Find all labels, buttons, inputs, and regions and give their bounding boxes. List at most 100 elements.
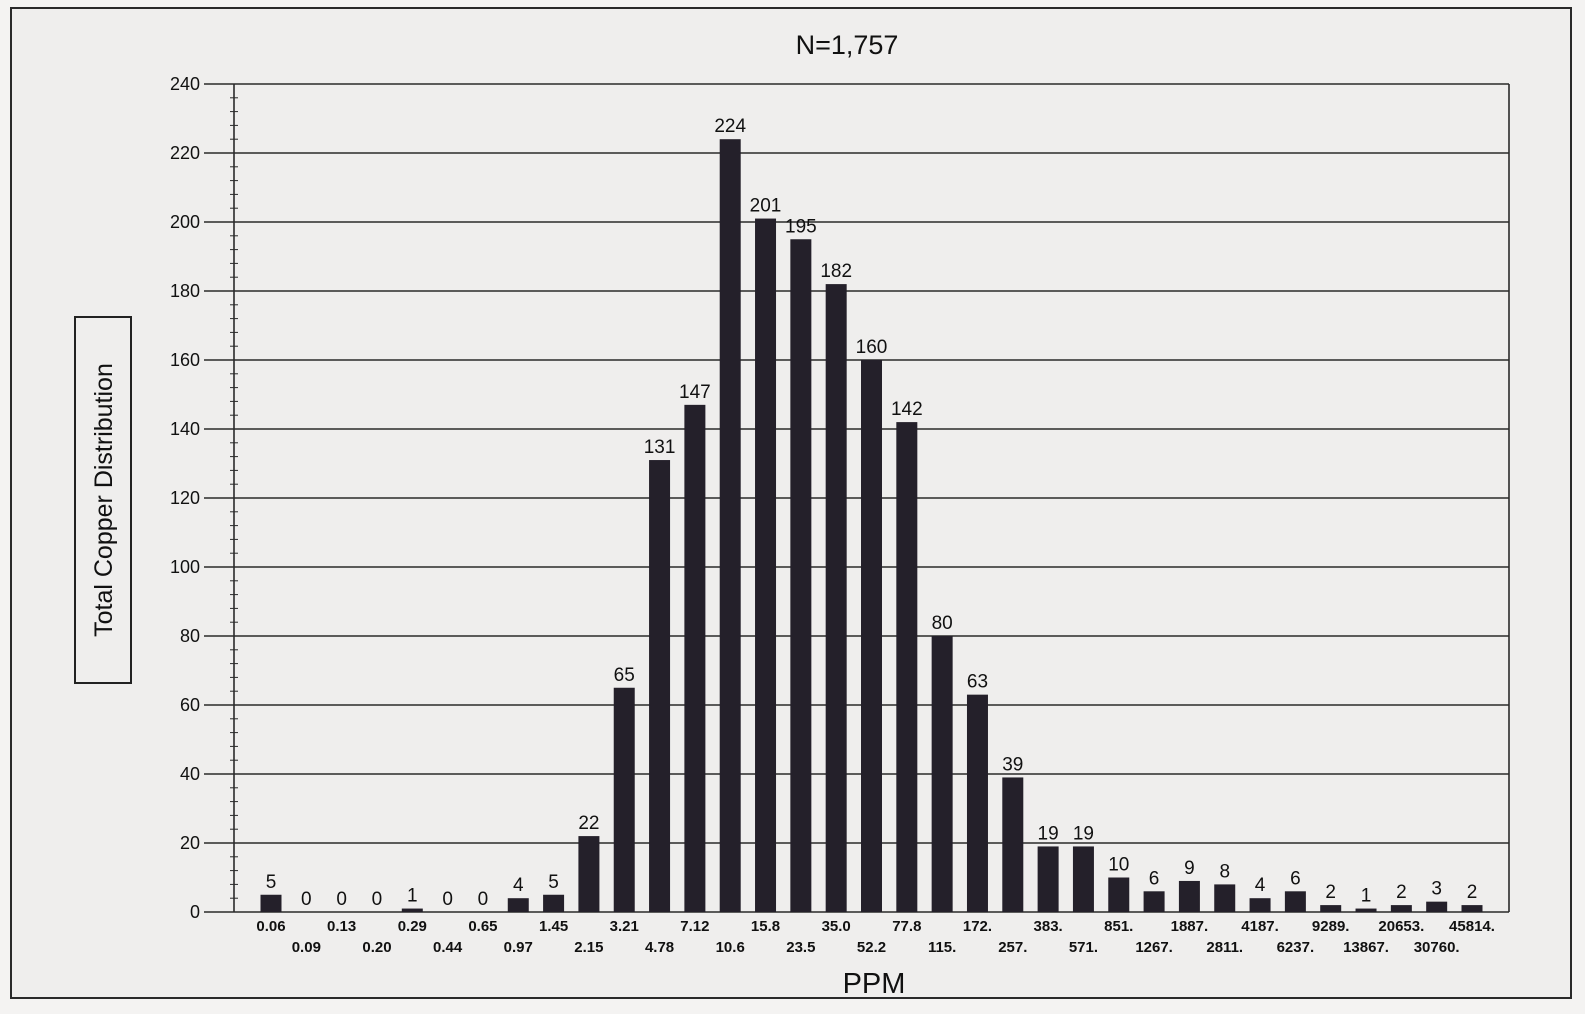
data-label: 19: [1073, 823, 1094, 844]
bar: [1037, 846, 1059, 912]
data-label: 0: [442, 889, 453, 910]
x-tick-label: 0.29: [398, 918, 427, 935]
data-label: 4: [513, 875, 524, 896]
x-tick-label: 0.09: [292, 939, 321, 956]
y-tick-label: 240: [170, 74, 200, 94]
y-tick-label: 160: [170, 350, 200, 370]
y-tick-label: 60: [180, 695, 200, 715]
data-label: 2: [1467, 882, 1478, 903]
x-tick-label: 9289.: [1312, 918, 1350, 935]
y-axis-label: Total Copper Distribution: [90, 363, 118, 637]
x-tick-label: 1.45: [539, 918, 568, 935]
bar: [790, 239, 812, 912]
bar: [1143, 891, 1165, 912]
chart-title: N=1,757: [796, 30, 899, 60]
data-label: 8: [1219, 861, 1230, 882]
data-label: 201: [750, 196, 782, 217]
x-tick-label: 0.44: [433, 939, 463, 956]
x-tick-label: 851.: [1104, 918, 1133, 935]
data-label: 9: [1184, 858, 1195, 879]
bar: [966, 694, 988, 912]
x-tick-label: 15.8: [751, 918, 780, 935]
bar: [401, 908, 423, 912]
bar: [1426, 901, 1448, 912]
y-tick-label: 140: [170, 419, 200, 439]
x-tick-label: 115.: [928, 939, 956, 956]
x-axis-label: PPM: [843, 968, 906, 1000]
data-labels: 50 0 0 1 0 04 52265131147224201195182160142806…: [266, 116, 1478, 910]
x-tick-label: 3.21: [610, 918, 639, 935]
data-label: 131: [644, 437, 676, 458]
x-tick-label: 571.: [1069, 939, 1098, 956]
y-tick-label: 220: [170, 143, 200, 163]
bar: [507, 898, 529, 912]
y-tick-label: 0: [190, 902, 200, 922]
x-tick-label: 77.8: [892, 918, 921, 935]
x-tick-label: 35.0: [822, 918, 851, 935]
x-tick-label: 0.20: [362, 939, 391, 956]
data-label: 6: [1149, 868, 1160, 889]
x-tick-label: 7.12: [680, 918, 709, 935]
bar: [260, 894, 282, 912]
x-tick-label: 0.65: [468, 918, 497, 935]
bar: [1461, 905, 1483, 912]
data-label: 0: [372, 889, 383, 910]
data-label: 63: [967, 672, 988, 693]
bar: [1002, 777, 1024, 912]
data-label: 10: [1108, 855, 1129, 876]
x-tick-label: 383.: [1034, 918, 1063, 935]
bar: [755, 218, 777, 913]
x-tick-label: 20653.: [1378, 918, 1424, 935]
x-tick-label: 172.: [963, 918, 992, 935]
data-label: 195: [785, 216, 817, 237]
x-tick-label: 1267.: [1135, 939, 1173, 956]
data-label: 3: [1431, 879, 1442, 900]
data-label: 1: [407, 886, 418, 907]
data-label: 6: [1290, 868, 1301, 889]
x-tick-label: 6237.: [1277, 939, 1315, 956]
x-tick-label: 2811.: [1206, 939, 1243, 956]
x-tick-label: 45814.: [1449, 918, 1495, 935]
y-tick-label: 180: [170, 281, 200, 301]
data-label: 2: [1396, 882, 1407, 903]
data-label: 65: [614, 665, 635, 686]
bar: [1390, 905, 1412, 912]
bar: [896, 422, 918, 912]
y-tick-label: 20: [180, 833, 200, 853]
bar: [825, 284, 847, 913]
bar: [684, 404, 706, 912]
data-label: 80: [932, 613, 953, 634]
x-tick-label: 4187.: [1241, 918, 1279, 935]
bar: [1178, 880, 1200, 912]
data-label: 5: [266, 872, 277, 893]
y-minor-ticks: [230, 83, 238, 913]
data-label: 160: [856, 337, 888, 358]
bar: [543, 894, 565, 912]
bar: [1284, 891, 1306, 912]
x-tick-label: 0.97: [504, 939, 533, 956]
x-tick-label: 0.13: [327, 918, 356, 935]
bars: [260, 139, 1483, 913]
x-tick-label: 23.5: [786, 939, 815, 956]
bar: [578, 836, 600, 912]
bar: [861, 360, 882, 912]
y-tick-labels: 0 20 40 60 80 100 120 140 160 180 200 220 240: [170, 74, 200, 922]
data-label: 147: [679, 382, 711, 403]
x-tick-label: 1887.: [1171, 918, 1209, 935]
bar: [1108, 877, 1130, 912]
data-label: 19: [1038, 823, 1059, 844]
bar: [1214, 884, 1236, 912]
bar: [719, 139, 741, 912]
y-axis-label-box: [74, 316, 132, 684]
y-tick-label: 40: [180, 764, 200, 784]
data-label: 0: [301, 889, 312, 910]
gridlines: [204, 83, 1510, 913]
bar: [613, 687, 635, 912]
x-tick-labels: 0.06 0.09 0.13 0.20 0.29 0.44 0.65 0.97 1.45 2.15…: [256, 918, 1495, 956]
bar: [649, 460, 671, 912]
data-label: 4: [1255, 875, 1266, 896]
y-tick-label: 200: [170, 212, 200, 232]
data-label: 182: [820, 261, 852, 282]
